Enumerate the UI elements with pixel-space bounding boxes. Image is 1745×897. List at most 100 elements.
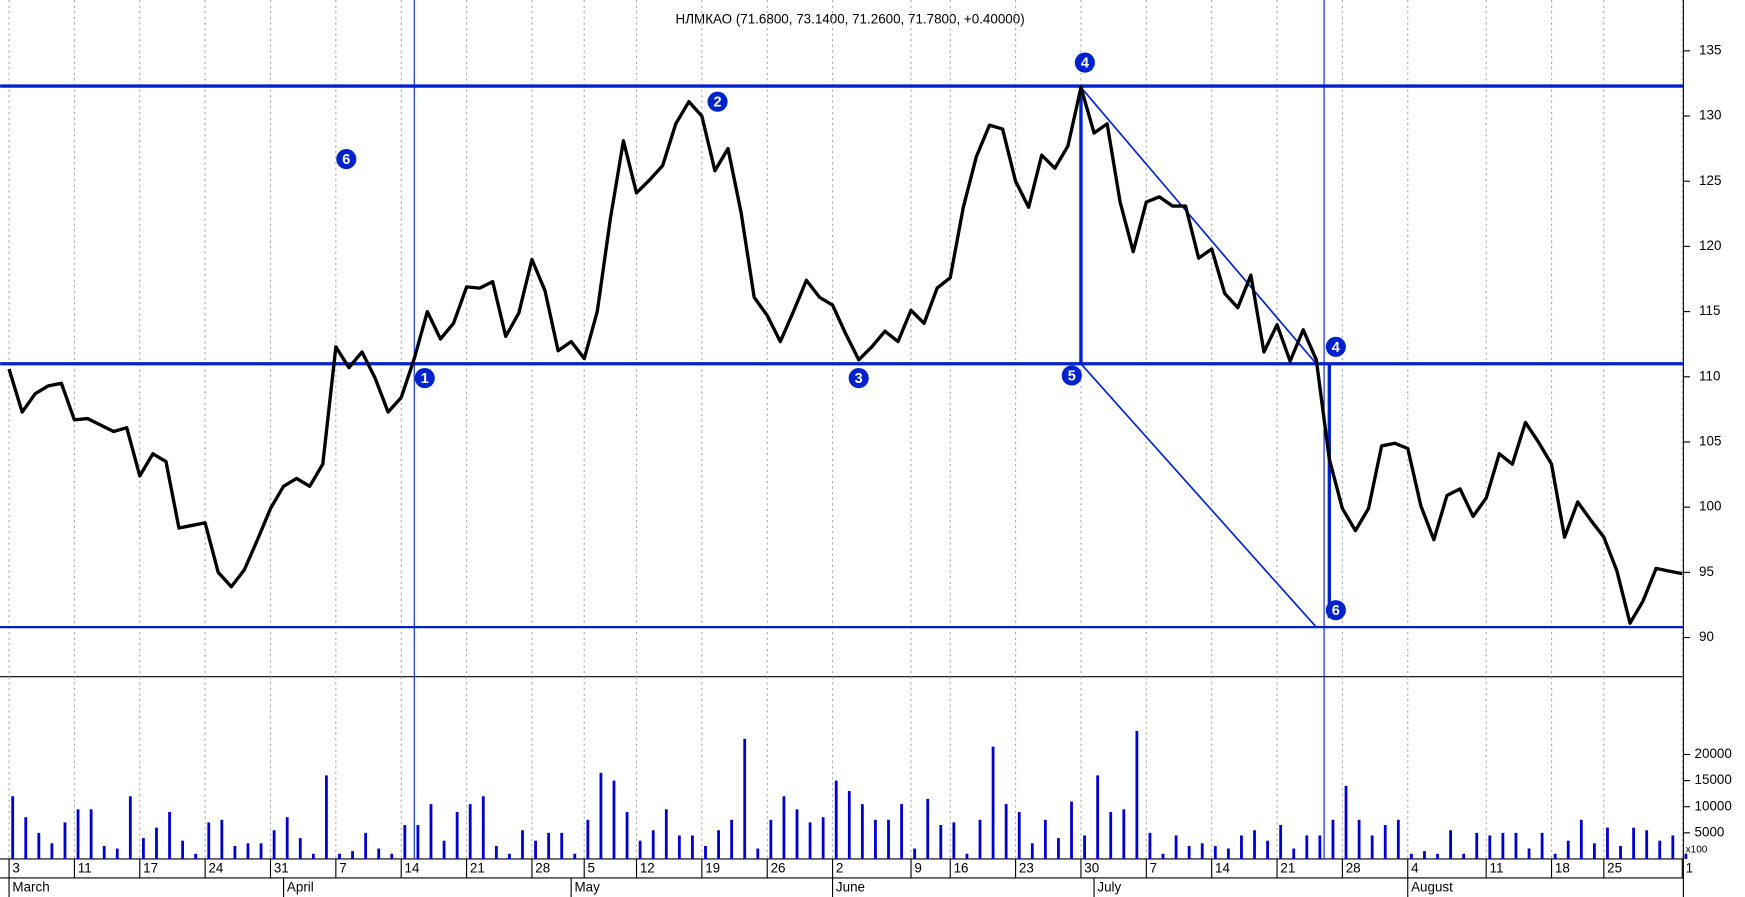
volume-bar xyxy=(351,851,354,859)
volume-bar xyxy=(1684,853,1688,859)
volume-bar xyxy=(207,822,211,859)
volume-bar xyxy=(142,838,145,859)
marker xyxy=(1325,600,1346,621)
volume-bar xyxy=(1409,853,1413,859)
month-label: August xyxy=(1411,880,1453,895)
volume-bar xyxy=(364,832,368,859)
x-tick-label: 11 xyxy=(1490,861,1504,876)
month-label: March xyxy=(12,880,49,895)
volume-bar xyxy=(311,853,315,859)
x-tick-label: 9 xyxy=(914,861,921,876)
volume-bar xyxy=(1553,853,1557,859)
volume-bar xyxy=(769,819,773,859)
volume-bar xyxy=(834,780,838,859)
volume-bar xyxy=(338,853,341,859)
volume-bar xyxy=(1017,811,1021,859)
y-tick-label: 100 xyxy=(1699,499,1721,514)
volume-bar xyxy=(481,796,485,859)
marker xyxy=(1325,336,1346,357)
volume-unit-label: x100 xyxy=(1686,845,1708,856)
volume-bar xyxy=(782,796,786,859)
volume-bar xyxy=(429,804,433,859)
y-tick-label: 5000 xyxy=(1695,824,1725,839)
volume-bar xyxy=(468,804,472,859)
marker xyxy=(414,368,435,389)
volume-bar xyxy=(599,772,603,859)
volume-bar xyxy=(194,853,198,859)
x-tick-label: 7 xyxy=(1150,861,1157,876)
volume-bar xyxy=(494,845,498,859)
volume-bar xyxy=(717,830,720,859)
marker-label: 6 xyxy=(342,152,350,168)
volume-bar xyxy=(1501,832,1505,859)
volume-bar xyxy=(638,840,642,859)
volume-bar xyxy=(1122,809,1126,859)
chart-title: НЛМКАО (71.6800, 73.1400, 71.2600, 71.78… xyxy=(676,12,1025,27)
volume-bar xyxy=(325,775,328,859)
month-label: April xyxy=(287,880,314,895)
x-tick-label: 14 xyxy=(405,861,420,876)
volume-bar xyxy=(76,809,80,859)
volume-bar xyxy=(612,780,616,859)
volume-bar xyxy=(1566,840,1570,859)
x-tick-label: 1 xyxy=(1686,861,1693,876)
marker xyxy=(1074,52,1095,73)
volume-bar xyxy=(1096,775,1100,859)
volume-bar xyxy=(233,845,237,859)
volume-bar xyxy=(1318,835,1322,859)
x-tick-label: 14 xyxy=(1215,861,1230,876)
volume-bar xyxy=(298,838,302,859)
volume-bar xyxy=(1475,832,1479,859)
month-label: May xyxy=(575,880,601,895)
volume-bar xyxy=(1462,853,1466,859)
volume-bar xyxy=(1174,835,1178,859)
volume-bar xyxy=(128,796,132,859)
month-label: June xyxy=(836,880,865,895)
volume-bar xyxy=(730,819,734,859)
volume-bar xyxy=(664,809,668,859)
volume-bar xyxy=(1527,848,1531,859)
x-tick-label: 24 xyxy=(208,861,223,876)
volume-bar xyxy=(1344,785,1348,859)
volume-bar xyxy=(573,853,577,859)
volume-bar xyxy=(1671,835,1675,859)
volume-bar xyxy=(1266,840,1269,859)
volume-bar xyxy=(1057,838,1060,859)
volume-bar xyxy=(1423,851,1426,859)
volume-bar xyxy=(168,811,171,859)
x-tick-label: 17 xyxy=(143,861,158,876)
volume-bar xyxy=(24,817,28,859)
x-tick-label: 23 xyxy=(1019,861,1034,876)
volume-bar xyxy=(1357,819,1361,859)
volume-bar xyxy=(560,832,564,859)
volume-bar xyxy=(1436,853,1439,859)
x-tick-label: 31 xyxy=(274,861,289,876)
y-tick-label: 90 xyxy=(1699,629,1714,644)
y-tick-label: 125 xyxy=(1699,173,1721,188)
x-tick-label: 2 xyxy=(836,861,843,876)
volume-bar xyxy=(1083,835,1086,859)
volume-bar xyxy=(1383,825,1387,859)
y-tick-label: 10000 xyxy=(1695,798,1732,813)
y-tick-label: 15000 xyxy=(1695,772,1732,787)
y-tick-label: 130 xyxy=(1699,108,1721,123)
volume-bar xyxy=(1292,848,1296,859)
x-tick-label: 26 xyxy=(771,861,786,876)
x-tick-label: 16 xyxy=(954,861,969,876)
x-tick-label: 3 xyxy=(12,861,19,876)
volume-bar xyxy=(1004,804,1008,859)
volume-bar xyxy=(547,832,551,859)
volume-bar xyxy=(586,819,590,859)
volume-bar xyxy=(1161,853,1165,859)
volume-bar xyxy=(220,819,224,859)
volume-bar xyxy=(691,835,694,859)
volume-bar xyxy=(874,819,877,859)
pattern-line xyxy=(1080,86,1317,365)
volume-bar xyxy=(1592,843,1596,859)
volume-bar xyxy=(1030,843,1034,859)
marker-label: 4 xyxy=(1332,340,1340,356)
volume-bar xyxy=(521,830,524,859)
volume-bar xyxy=(11,796,15,859)
volume-bar xyxy=(416,825,420,859)
